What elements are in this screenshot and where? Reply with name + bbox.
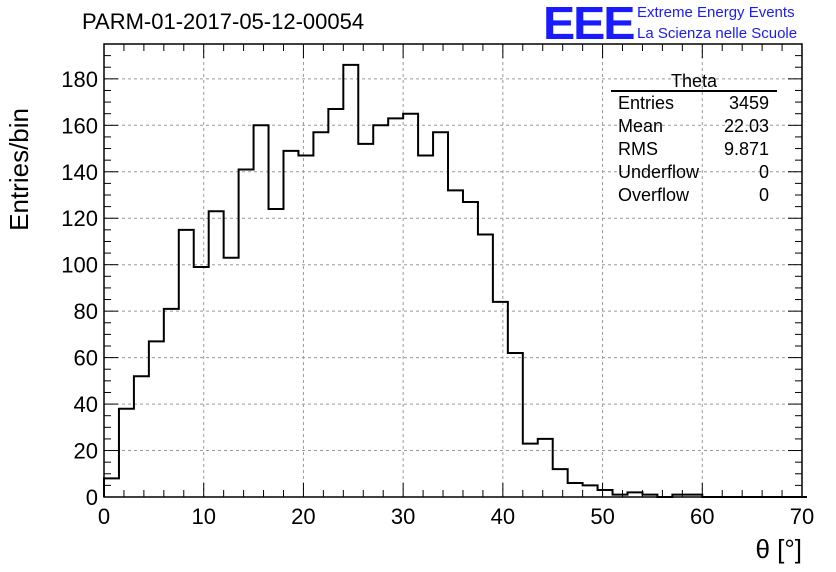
histogram-bin (448, 190, 463, 497)
histogram-bin (523, 444, 538, 497)
stats-box: Theta Entries 3459 Mean 22.03 RMS 9.871 … (611, 72, 777, 207)
histogram-bin (239, 169, 254, 497)
run-title: PARM-01-2017-05-12-00054 (82, 9, 365, 34)
stats-label: RMS (618, 139, 658, 159)
histogram-bin (194, 267, 209, 497)
y-tick-label: 0 (86, 485, 98, 510)
x-tick-label: 20 (291, 504, 315, 529)
stats-label: Overflow (618, 185, 690, 205)
histogram-bin (418, 156, 433, 497)
histogram-bin (433, 132, 448, 497)
histogram-bin (358, 144, 373, 497)
histogram-bin (269, 209, 284, 497)
stats-title: Theta (611, 72, 777, 92)
plot-frame (103, 43, 803, 498)
y-tick-label: 100 (61, 253, 98, 278)
logo-subtitle-2: La Scienza nelle Scuole (637, 25, 798, 42)
stats-row-overflow: Overflow 0 (611, 184, 777, 207)
y-tick-label: 180 (61, 67, 98, 92)
x-tick-label: 60 (690, 504, 714, 529)
x-tick-label: 30 (391, 504, 415, 529)
histogram-bin (283, 151, 298, 497)
stats-value: 0 (758, 185, 769, 205)
y-tick-label: 120 (61, 206, 98, 231)
histogram-bin (403, 114, 418, 497)
x-tick-label: 70 (790, 504, 814, 529)
y-tick-label: 20 (74, 439, 98, 464)
stats-label: Underflow (618, 162, 700, 182)
y-tick-label: 80 (74, 299, 98, 324)
stats-row-mean: Mean 22.03 (611, 115, 777, 138)
eee-logo: EEE (543, 0, 635, 49)
histogram-bin (164, 309, 179, 497)
stats-value: 9.871 (723, 139, 769, 159)
x-tick-label: 0 (98, 504, 110, 529)
stats-row-underflow: Underflow 0 (611, 161, 777, 184)
histogram-bin (508, 353, 523, 497)
x-tick-label: 40 (491, 504, 515, 529)
stats-value: 3459 (728, 93, 769, 113)
stats-row-rms: RMS 9.871 (611, 138, 777, 161)
histogram-bin (538, 439, 553, 497)
x-tick-label: 10 (191, 504, 215, 529)
histogram-bin (313, 132, 328, 497)
stats-label: Entries (618, 93, 675, 113)
stats-value: 0 (758, 162, 769, 182)
histogram-bin (209, 211, 224, 497)
histogram-bin (134, 376, 149, 497)
logo-subtitle-1: Extreme Energy Events (637, 4, 795, 21)
histogram-bin (373, 125, 388, 497)
histogram-bin (388, 118, 403, 497)
histogram-bin (343, 65, 358, 497)
histogram-bin (583, 485, 598, 497)
histogram-bin (328, 109, 343, 497)
x-axis-label: θ [°] (755, 534, 802, 564)
y-axis-label: Entries/bin (4, 108, 34, 231)
stats-row-entries: Entries 3459 (611, 92, 777, 115)
y-tick-label: 160 (61, 113, 98, 138)
histogram-bin (568, 483, 583, 497)
histogram-bin (104, 478, 119, 497)
histogram-bin (179, 230, 194, 497)
histogram-bin (478, 234, 493, 497)
x-tick-label: 50 (590, 504, 614, 529)
histogram-bin (224, 258, 239, 497)
histogram-bin (298, 156, 313, 497)
stats-value: 22.03 (723, 116, 769, 136)
histogram-bin (119, 409, 134, 497)
y-tick-label: 40 (74, 392, 98, 417)
histogram-bin (254, 125, 269, 497)
histogram-bin (463, 202, 478, 497)
y-tick-label: 140 (61, 160, 98, 185)
histogram-bin (553, 469, 568, 497)
y-tick-label: 60 (74, 346, 98, 371)
stats-label: Mean (618, 116, 664, 136)
histogram-bin (493, 302, 508, 497)
histogram-bin (149, 341, 164, 497)
histogram-bin (598, 490, 613, 497)
